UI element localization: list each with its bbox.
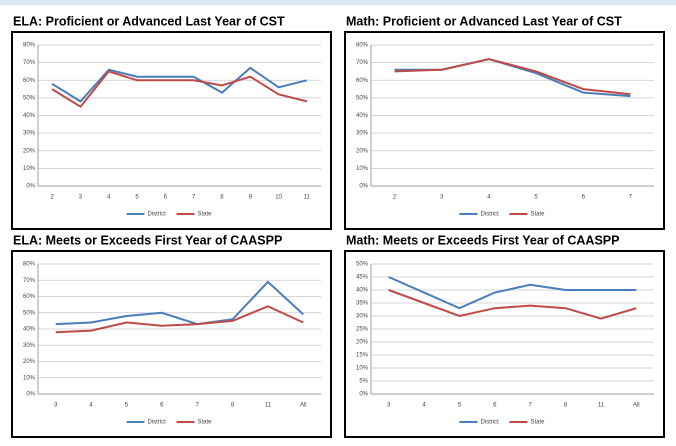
y-tick-label: 10% (356, 366, 369, 372)
legend-label: District (148, 212, 167, 218)
chart-title: ELA: Meets or Exceeds First Year of CAAS… (13, 233, 282, 247)
chart-title: Math: Meets or Exceeds First Year of CAA… (346, 233, 619, 247)
y-tick-label: 25% (356, 327, 369, 333)
y-tick-label: 0% (26, 392, 35, 398)
x-tick-label: 11 (265, 403, 272, 409)
x-tick-label: 3 (440, 195, 444, 201)
y-tick-label: 40% (23, 113, 36, 119)
y-tick-label: 35% (356, 301, 369, 307)
series-line (394, 58, 631, 96)
y-tick-label: 30% (23, 131, 36, 137)
y-tick-label: 40% (23, 327, 36, 333)
x-tick-label: 8 (220, 195, 224, 201)
y-tick-label: 50% (23, 95, 36, 101)
x-tick-label: 11 (304, 195, 311, 201)
series-line (51, 66, 308, 103)
x-tick-label: 6 (164, 195, 168, 201)
legend-label: State (531, 212, 546, 218)
x-tick-label: 2 (393, 195, 397, 201)
y-tick-label: 50% (356, 262, 369, 268)
top-band (0, 0, 676, 5)
x-tick-label: 3 (54, 403, 58, 409)
x-tick-label: All (300, 403, 307, 409)
legend-label: District (148, 420, 167, 426)
y-tick-label: 15% (356, 353, 369, 359)
series-line (55, 305, 304, 334)
x-tick-label: 5 (135, 195, 139, 201)
legend-label: District (481, 420, 500, 426)
series-line (51, 70, 308, 109)
chart-frame (11, 31, 332, 230)
y-tick-label: 80% (23, 43, 36, 49)
x-tick-label: 11 (598, 403, 605, 409)
chart-frame (11, 250, 332, 438)
y-tick-label: 30% (23, 343, 36, 349)
x-tick-label: 4 (487, 195, 491, 201)
x-tick-label: 6 (493, 403, 497, 409)
y-tick-label: 60% (23, 78, 36, 84)
x-tick-label: 7 (196, 403, 200, 409)
chart-title: ELA: Proficient or Advanced Last Year of… (13, 14, 285, 28)
y-tick-label: 70% (23, 278, 36, 284)
x-tick-label: 4 (422, 403, 426, 409)
x-tick-label: 6 (160, 403, 164, 409)
x-tick-label: 3 (79, 195, 83, 201)
y-tick-label: 10% (356, 166, 369, 172)
y-tick-label: 20% (23, 359, 36, 365)
legend-label: State (198, 212, 213, 218)
y-tick-label: 50% (356, 95, 369, 101)
x-tick-label: 8 (564, 403, 568, 409)
x-tick-label: 4 (107, 195, 111, 201)
y-tick-label: 0% (26, 184, 35, 190)
y-tick-label: 80% (23, 262, 36, 268)
x-tick-label: 4 (89, 403, 93, 409)
y-tick-label: 0% (359, 184, 368, 190)
legend-label: State (198, 420, 213, 426)
x-tick-label: 9 (249, 195, 253, 201)
legend-label: State (531, 420, 546, 426)
y-tick-label: 40% (356, 113, 369, 119)
series-line (388, 276, 637, 310)
legend-label: District (481, 212, 500, 218)
y-tick-label: 10% (23, 375, 36, 381)
y-tick-label: 5% (359, 379, 368, 385)
x-tick-label: 5 (125, 403, 129, 409)
y-tick-label: 30% (356, 314, 369, 320)
x-tick-label: 7 (192, 195, 196, 201)
x-tick-label: 7 (629, 195, 633, 201)
x-tick-label: 5 (458, 403, 462, 409)
y-tick-label: 10% (23, 166, 36, 172)
y-tick-label: 20% (356, 340, 369, 346)
y-tick-label: 20% (356, 148, 369, 154)
series-line (55, 280, 304, 326)
y-tick-label: 40% (356, 288, 369, 294)
x-tick-label: 5 (534, 195, 538, 201)
y-tick-label: 70% (23, 60, 36, 66)
y-tick-label: 30% (356, 131, 369, 137)
x-tick-label: 7 (529, 403, 533, 409)
x-tick-label: All (633, 403, 640, 409)
y-tick-label: 45% (356, 275, 369, 281)
y-tick-label: 0% (359, 392, 368, 398)
x-tick-label: 6 (582, 195, 586, 201)
y-tick-label: 20% (23, 148, 36, 154)
y-tick-label: 70% (356, 60, 369, 66)
chart-frame (344, 31, 665, 230)
series-line (388, 289, 637, 320)
chart-title: Math: Proficient or Advanced Last Year o… (346, 14, 622, 28)
x-tick-label: 8 (231, 403, 235, 409)
y-tick-label: 60% (356, 78, 369, 84)
x-tick-label: 10 (275, 195, 282, 201)
x-tick-label: 3 (387, 403, 391, 409)
x-tick-label: 2 (50, 195, 54, 201)
y-tick-label: 50% (23, 310, 36, 316)
y-tick-label: 60% (23, 294, 36, 300)
y-tick-label: 80% (356, 43, 369, 49)
